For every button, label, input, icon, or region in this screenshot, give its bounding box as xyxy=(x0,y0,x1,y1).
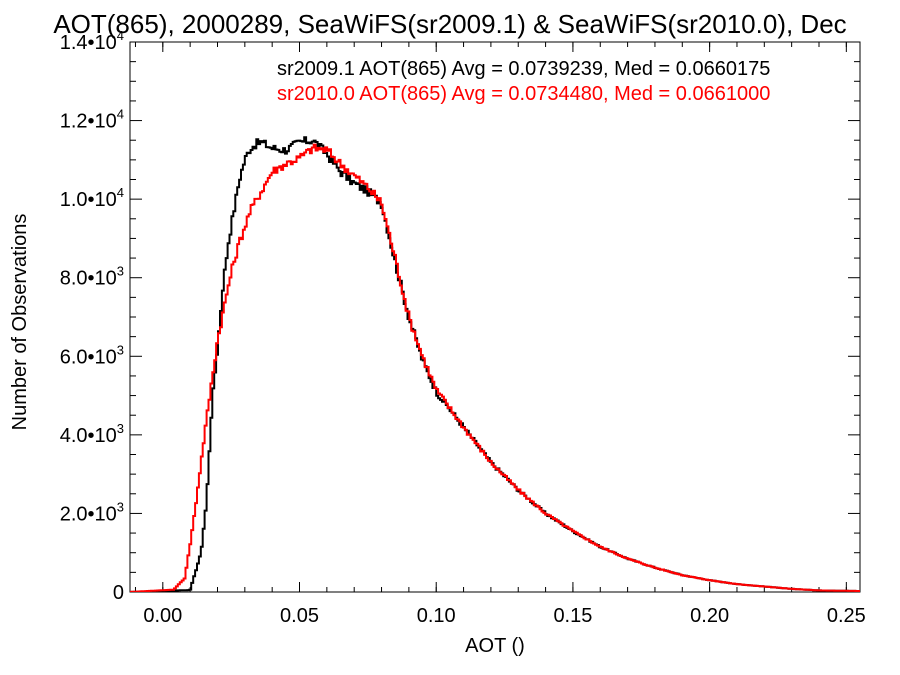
y-tick-mantissa: 1.4•10 xyxy=(60,32,117,54)
x-tick-label: 0.25 xyxy=(827,605,866,627)
y-tick-exponent: 4 xyxy=(117,185,124,200)
x-tick-label: 0.10 xyxy=(417,605,456,627)
legend-entry-0: sr2009.1 AOT(865) Avg = 0.0739239, Med =… xyxy=(277,58,770,80)
y-tick-mantissa: 1.2•10 xyxy=(60,111,117,133)
y-tick-label: 1.0•104 xyxy=(60,185,124,211)
y-tick-label: 0 xyxy=(113,582,124,604)
x-axis-label: AOT () xyxy=(465,635,525,657)
y-tick-label: 8.0•103 xyxy=(60,264,124,290)
y-tick-exponent: 3 xyxy=(117,499,124,514)
y-tick-exponent: 3 xyxy=(117,421,124,436)
y-tick-exponent: 3 xyxy=(117,342,124,357)
x-tick-label: 0.20 xyxy=(690,605,729,627)
y-tick-label: 1.4•104 xyxy=(60,28,124,54)
y-tick-mantissa: 6.0•10 xyxy=(60,346,117,368)
y-tick-label: 1.2•104 xyxy=(60,107,124,133)
y-tick-mantissa: 1.0•10 xyxy=(60,189,117,211)
y-axis-ticks: 02.0•1034.0•1036.0•1038.0•1031.0•1041.2•… xyxy=(60,28,860,604)
x-tick-label: 0.05 xyxy=(280,605,319,627)
y-tick-label: 6.0•103 xyxy=(60,342,124,368)
series-line-1 xyxy=(130,143,860,592)
y-tick-label: 4.0•103 xyxy=(60,421,124,447)
y-tick-mantissa: 8.0•10 xyxy=(60,268,117,290)
y-tick-exponent: 4 xyxy=(117,107,124,122)
y-axis-label: Number of Observations xyxy=(9,214,31,431)
legend: sr2009.1 AOT(865) Avg = 0.0739239, Med =… xyxy=(277,58,770,105)
x-tick-label: 0.15 xyxy=(553,605,592,627)
plot-frame xyxy=(129,41,861,593)
x-axis-ticks: 0.00 0.05 0.10 0.15 0.20 0.25 xyxy=(134,42,866,627)
x-tick-label: 0.00 xyxy=(143,605,182,627)
legend-entry-1: sr2010.0 AOT(865) Avg = 0.0734480, Med =… xyxy=(277,83,770,105)
series-line-0 xyxy=(130,136,860,592)
y-tick-mantissa: 2.0•10 xyxy=(60,503,117,525)
y-tick-mantissa: 0 xyxy=(113,582,124,604)
chart-title: AOT(865), 2000289, SeaWiFS(sr2009.1) & S… xyxy=(53,9,846,39)
series-layer xyxy=(130,136,860,592)
y-tick-mantissa: 4.0•10 xyxy=(60,425,117,447)
plot-border xyxy=(129,41,861,593)
y-tick-exponent: 3 xyxy=(117,264,124,279)
y-tick-exponent: 4 xyxy=(117,28,124,43)
y-tick-label: 2.0•103 xyxy=(60,499,124,525)
